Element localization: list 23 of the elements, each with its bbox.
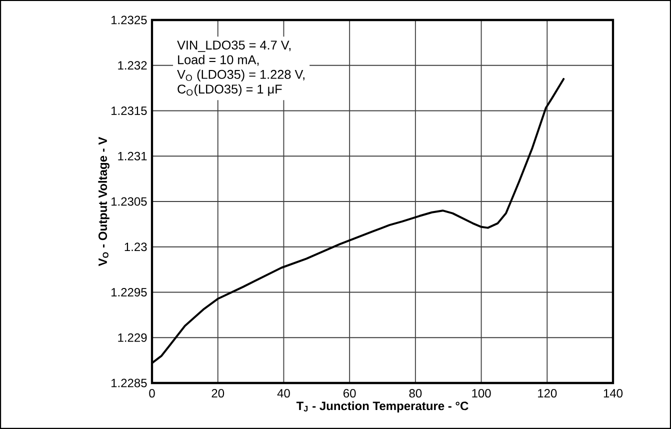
y-tick-label: 1.229: [118, 333, 147, 342]
annotation: Load = 10 mA,: [178, 54, 259, 66]
x-tick-label: 120: [538, 389, 557, 398]
annotation: V$_{O}$ (LDO35) = 1.228 V,: [177, 70, 304, 82]
x-tick-label: 20: [212, 389, 224, 398]
x-tick-label: 140: [604, 389, 623, 398]
x-tick-label: 100: [472, 389, 491, 398]
y-axis-title: V$_{O}$ - Output Voltage - V: [98, 136, 110, 266]
y-tick-label: 1.232: [118, 61, 147, 70]
annotation: VIN_LDO35 = 4.7 V,: [177, 40, 291, 52]
y-tick-label: 1.231: [118, 152, 147, 160]
y-tick-label: 1.2285: [112, 378, 147, 388]
y-tick-label: 1.2315: [112, 106, 147, 116]
x-tick-label: 60: [344, 389, 356, 398]
x-axis-title: T$_{J}$ - Junction Temperature - °C: [296, 401, 468, 413]
y-tick-label: 1.2325: [112, 16, 147, 24]
x-tick-label: 0: [149, 389, 155, 398]
y-tick-label: 1.23: [124, 242, 147, 252]
x-tick-label: 40: [277, 389, 290, 398]
x-tick-label: 80: [409, 389, 422, 398]
y-tick-label: 1.2305: [112, 197, 147, 206]
annotation: C$_{O}$(LDO35) = 1 μF: [178, 84, 282, 96]
y-tick-label: 1.2295: [112, 288, 147, 297]
